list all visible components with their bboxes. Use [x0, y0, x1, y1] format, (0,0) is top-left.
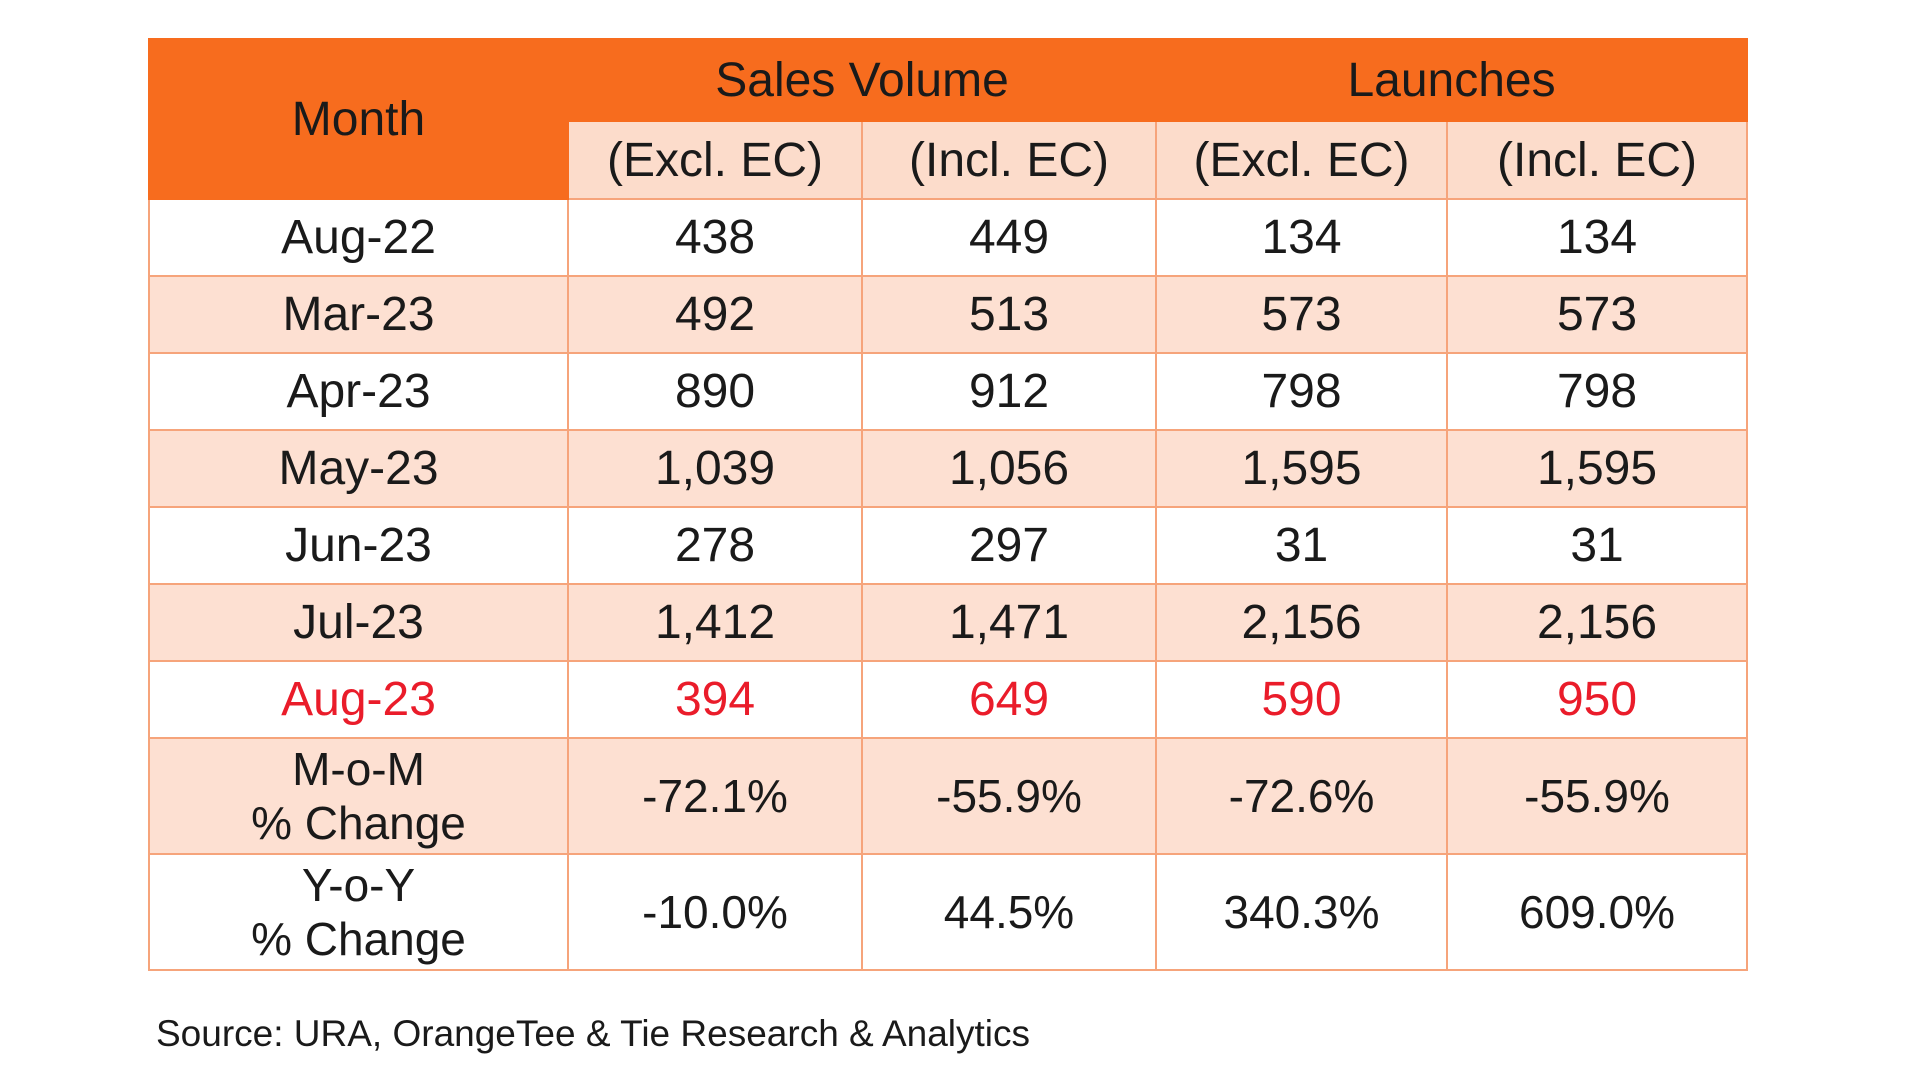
sales-excl-ec-cell: 1,412: [567, 583, 863, 662]
sales-excl-ec-header: (Excl. EC): [567, 120, 863, 200]
table-row: Mar-23 492 513 573 573: [148, 275, 1749, 354]
change-label-cell: Y-o-Y% Change: [148, 853, 569, 971]
launches-incl-ec-header: (Incl. EC): [1446, 120, 1749, 200]
launches-incl-ec-change-cell: 609.0%: [1446, 853, 1749, 971]
change-label-line1: M-o-M: [292, 742, 425, 795]
launches-excl-ec-change-cell: -72.6%: [1155, 737, 1449, 855]
launches-excl-ec-cell: 1,595: [1155, 429, 1449, 508]
launches-group-header: Launches: [1155, 38, 1749, 122]
table-row: Jun-23 278 297 31 31: [148, 506, 1749, 585]
launches-excl-ec-cell: 798: [1155, 352, 1449, 431]
launches-incl-ec-cell: 2,156: [1446, 583, 1749, 662]
month-cell: Mar-23: [148, 275, 569, 354]
sales-incl-ec-change-cell: 44.5%: [860, 853, 1158, 971]
month-cell: Aug-23: [148, 660, 569, 739]
launches-incl-ec-cell: 950: [1446, 660, 1749, 739]
sales-incl-ec-cell: 1,056: [860, 429, 1158, 508]
sales-incl-ec-cell: 912: [860, 352, 1158, 431]
source-note: Source: URA, OrangeTee & Tie Research & …: [156, 1013, 1031, 1054]
change-label-line2: % Change: [251, 797, 466, 849]
sales-excl-ec-cell: 890: [567, 352, 863, 431]
launches-excl-ec-change-cell: 340.3%: [1155, 853, 1449, 971]
sales-excl-ec-cell: 492: [567, 275, 863, 354]
change-label-cell: M-o-M% Change: [148, 737, 569, 855]
sales-excl-ec-cell: 394: [567, 660, 863, 739]
sales-incl-ec-cell: 297: [860, 506, 1158, 585]
group-header-row: Month Sales Volume Launches: [148, 38, 1749, 200]
table-row: Aug-22 438 449 134 134: [148, 198, 1749, 277]
month-cell: Jul-23: [148, 583, 569, 662]
sales-excl-ec-cell: 1,039: [567, 429, 863, 508]
sales-launches-table-container: Month Sales Volume Launches (Excl. EC) (…: [148, 38, 1749, 971]
table-row: Aug-23 394 649 590 950: [148, 660, 1749, 739]
sales-incl-ec-change-cell: -55.9%: [860, 737, 1158, 855]
launches-excl-ec-cell: 31: [1155, 506, 1449, 585]
change-row: M-o-M% Change -72.1% -55.9% -72.6% -55.9%: [148, 737, 1749, 855]
sales-excl-ec-change-cell: -72.1%: [567, 737, 863, 855]
month-cell: Jun-23: [148, 506, 569, 585]
change-label-line1: Y-o-Y: [301, 858, 416, 911]
change-label-line2: % Change: [251, 913, 466, 965]
sales-excl-ec-cell: 438: [567, 198, 863, 277]
launches-incl-ec-change-cell: -55.9%: [1446, 737, 1749, 855]
launches-excl-ec-cell: 590: [1155, 660, 1449, 739]
launches-excl-ec-header: (Excl. EC): [1155, 120, 1449, 200]
launches-incl-ec-cell: 1,595: [1446, 429, 1749, 508]
change-row: Y-o-Y% Change -10.0% 44.5% 340.3% 609.0%: [148, 853, 1749, 971]
month-cell: Apr-23: [148, 352, 569, 431]
sales-incl-ec-header: (Incl. EC): [860, 120, 1158, 200]
table-row: Apr-23 890 912 798 798: [148, 352, 1749, 431]
sales-incl-ec-cell: 649: [860, 660, 1158, 739]
month-cell: Aug-22: [148, 198, 569, 277]
sub-header-row: (Excl. EC) (Incl. EC) (Excl. EC) (Incl. …: [149, 120, 1749, 200]
sales-excl-ec-change-cell: -10.0%: [567, 853, 863, 971]
table-row: May-23 1,039 1,056 1,595 1,595: [148, 429, 1749, 508]
month-cell: May-23: [148, 429, 569, 508]
sales-volume-group-header: Sales Volume: [566, 38, 1158, 122]
launches-excl-ec-cell: 134: [1155, 198, 1449, 277]
sales-launches-table: Month Sales Volume Launches (Excl. EC) (…: [148, 38, 1749, 971]
sales-incl-ec-cell: 449: [860, 198, 1158, 277]
table-row: Jul-23 1,412 1,471 2,156 2,156: [148, 583, 1749, 662]
launches-incl-ec-cell: 31: [1446, 506, 1749, 585]
launches-excl-ec-cell: 573: [1155, 275, 1449, 354]
table-body: Aug-22 438 449 134 134 Mar-23 492 513 573 573 Apr-…: [148, 198, 1749, 971]
sales-incl-ec-cell: 513: [860, 275, 1158, 354]
launches-incl-ec-cell: 798: [1446, 352, 1749, 431]
sales-excl-ec-cell: 278: [567, 506, 863, 585]
sales-incl-ec-cell: 1,471: [860, 583, 1158, 662]
launches-incl-ec-cell: 134: [1446, 198, 1749, 277]
month-column-header: Month: [148, 38, 569, 200]
launches-excl-ec-cell: 2,156: [1155, 583, 1449, 662]
launches-incl-ec-cell: 573: [1446, 275, 1749, 354]
